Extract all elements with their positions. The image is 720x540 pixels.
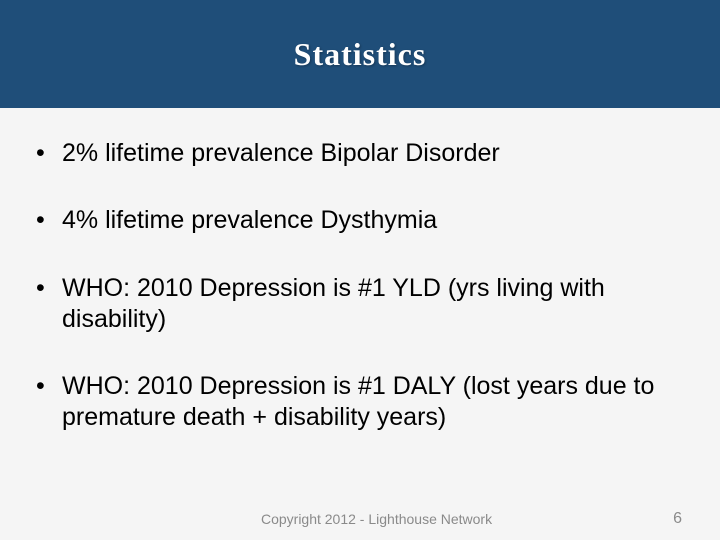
bullet-list: 2% lifetime prevalence Bipolar Disorder … <box>30 138 690 434</box>
list-item: WHO: 2010 Depression is #1 DALY (lost ye… <box>30 371 690 434</box>
list-item: 2% lifetime prevalence Bipolar Disorder <box>30 138 690 169</box>
footer: Copyright 2012 - Lighthouse Network 6 <box>0 510 720 528</box>
list-item: 4% lifetime prevalence Dysthymia <box>30 205 690 236</box>
list-item: WHO: 2010 Depression is #1 YLD (yrs livi… <box>30 273 690 336</box>
copyright-text: Copyright 2012 - Lighthouse Network <box>0 511 673 527</box>
slide-title: Statistics <box>294 36 427 73</box>
content-area: 2% lifetime prevalence Bipolar Disorder … <box>0 108 720 480</box>
page-number: 6 <box>673 510 682 528</box>
header-band: Statistics <box>0 0 720 108</box>
